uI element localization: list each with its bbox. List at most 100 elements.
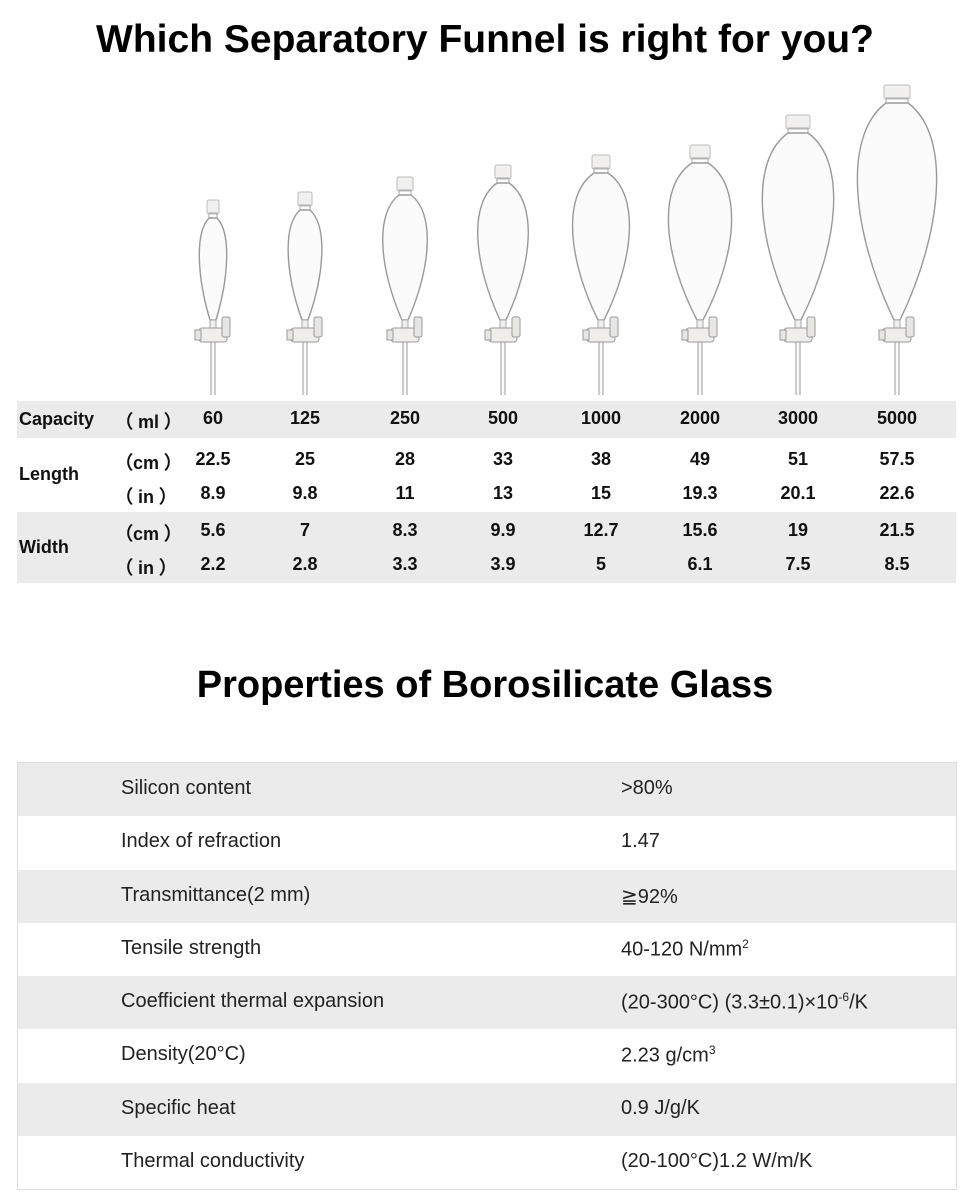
property-row: Transmittance(2 mm) ≧92% [18, 869, 956, 923]
size-value: 13 [492, 483, 514, 503]
size-value: 8.3 [392, 520, 418, 540]
size-value: 15.6 [682, 520, 718, 540]
funnel-part [221, 316, 231, 338]
size-value: 51 [787, 449, 809, 469]
property-name: Silicon content [121, 777, 252, 799]
size-value: 22.5 [195, 449, 231, 469]
property-value: 0.9 J/g/K [621, 1097, 700, 1120]
funnel-part [413, 316, 423, 338]
property-value: 2.23 g/cm3 [621, 1043, 716, 1068]
value-text: 40-120 N/mm [621, 938, 743, 961]
superscript: 3 [708, 1043, 716, 1058]
size-value: 22.6 [879, 483, 915, 503]
funnel-part [761, 132, 835, 321]
funnel-part [697, 341, 703, 395]
property-value: 1.47 [621, 830, 660, 853]
section-title: Properties of Borosilicate Glass [196, 664, 774, 706]
size-value: 25 [294, 449, 316, 469]
funnel-part [681, 329, 689, 341]
funnel-part [511, 316, 521, 338]
property-row: Coefficient thermal expansion (20-300°C) … [18, 976, 956, 1030]
property-name: Index of refraction [121, 830, 282, 853]
funnel-part [386, 329, 394, 341]
size-value: 500 [487, 408, 519, 428]
size-value: 3.9 [490, 554, 516, 574]
size-value: 7.5 [785, 554, 811, 574]
property-row: Density(20°C) 2.23 g/cm3 [18, 1029, 956, 1082]
property-name: Tensile strength [121, 936, 262, 959]
value-text: 0.9 J/g/K [621, 1096, 700, 1119]
size-value: 15 [590, 483, 612, 503]
funnel-part [571, 172, 631, 321]
value-text: /K [849, 991, 868, 1014]
funnel-part [689, 144, 711, 160]
funnel-part [806, 316, 816, 338]
size-value: 12.7 [583, 520, 619, 540]
property-name: Specific heat [121, 1096, 236, 1119]
funnel-part [402, 341, 408, 395]
row-label: Width [19, 536, 69, 557]
size-value: 3000 [777, 408, 819, 428]
funnel-part [477, 182, 529, 321]
funnel-part [883, 84, 911, 100]
property-row: Tensile strength 40-120 N/mm2 [18, 923, 956, 976]
funnel-part [894, 341, 900, 395]
value-text: >80% [621, 777, 673, 799]
size-value: 5000 [876, 408, 918, 428]
funnel-part [287, 209, 323, 321]
funnel-part [667, 162, 733, 321]
funnel-part [905, 316, 915, 338]
funnel-part [210, 341, 216, 395]
size-value: 2000 [679, 408, 721, 428]
funnel-part [779, 329, 787, 341]
unit-label: （cm ） [115, 524, 183, 544]
value-text: (20-100°C)1.2 W/m/K [621, 1150, 813, 1173]
property-name: Coefficient thermal expansion [121, 990, 385, 1013]
funnel-part [297, 191, 313, 207]
size-value: 9.8 [292, 483, 318, 503]
funnel-part [598, 341, 604, 395]
funnel-part [582, 329, 590, 341]
property-value: >80% [621, 777, 673, 800]
property-name: Density(20°C) [121, 1043, 246, 1066]
funnel-part [609, 316, 619, 338]
property-value: (20-100°C)1.2 W/m/K [621, 1150, 812, 1173]
funnel-part [494, 164, 512, 180]
funnel-images [194, 84, 938, 395]
funnel-part [206, 199, 220, 215]
unit-label: （ in ） [115, 487, 177, 507]
property-row: Specific heat 0.9 J/g/K [18, 1082, 956, 1137]
property-name: Transmittance(2 mm) [121, 883, 311, 906]
value-text: ≧92% [621, 885, 678, 908]
value-text: 1.47 [621, 830, 660, 853]
funnel-part [878, 329, 886, 341]
size-value: 5.6 [200, 520, 226, 540]
property-value: ≧92% [621, 884, 678, 909]
size-value: 1000 [580, 408, 622, 428]
page-title: Which Separatory Funnel is right for you… [96, 18, 874, 61]
funnel-part [382, 194, 428, 321]
property-row: Thermal conductivity (20-100°C)1.2 W/m/K [18, 1136, 956, 1189]
size-value: 7 [299, 520, 311, 540]
size-value: 33 [492, 449, 514, 469]
unit-label: （ ml ） [115, 412, 183, 432]
size-value: 60 [202, 408, 224, 428]
properties-table: Silicon content >80% Index of refraction 1.… [17, 762, 957, 1191]
size-value: 49 [689, 449, 711, 469]
funnel-part [198, 217, 228, 321]
property-row: Index of refraction 1.47 [18, 816, 956, 869]
size-value: 8.5 [884, 554, 910, 574]
funnel-part [396, 176, 414, 192]
funnel-part [785, 114, 811, 130]
funnel-part [194, 329, 202, 341]
size-value: 9.9 [490, 520, 516, 540]
value-text: 2.23 g/cm [621, 1045, 709, 1068]
funnel-part [484, 329, 492, 341]
funnel-part [708, 316, 718, 338]
size-value: 57.5 [879, 449, 915, 469]
size-value: 2.8 [292, 554, 318, 574]
funnel-part [286, 329, 294, 341]
funnel-part [591, 154, 611, 170]
unit-label: （cm ） [115, 453, 183, 473]
